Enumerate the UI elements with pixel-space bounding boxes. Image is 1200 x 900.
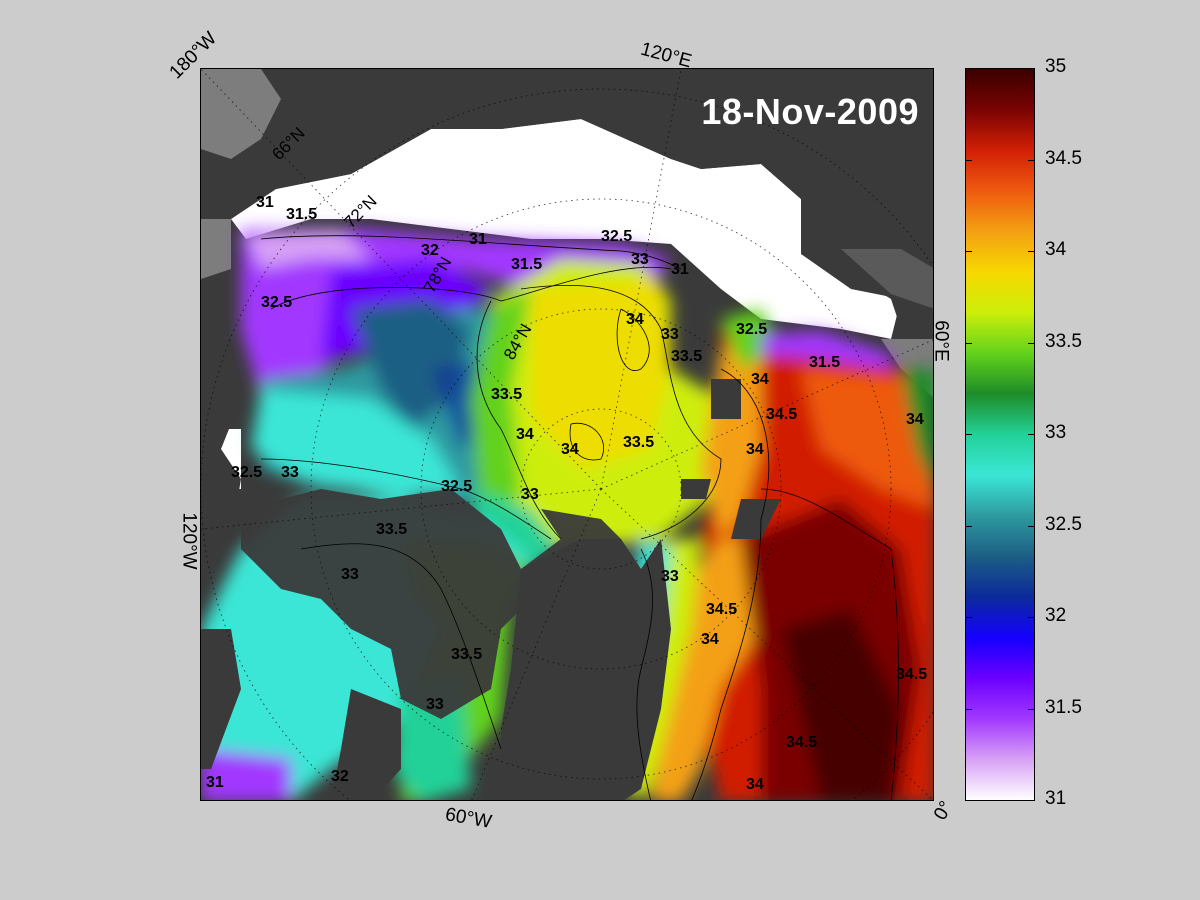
graticule <box>201 69 933 800</box>
contour-label: 31.5 <box>809 354 840 371</box>
contour-label: 33 <box>631 251 649 268</box>
contour-label: 33 <box>521 486 539 503</box>
contour-label: 34.5 <box>896 666 927 683</box>
contour-label: 32.5 <box>231 464 262 481</box>
land-masses <box>201 369 781 800</box>
colorbar-tick-mark <box>1028 525 1035 527</box>
colorbar-tick-mark <box>965 251 972 252</box>
sea-ice <box>231 119 901 339</box>
colorbar-tick-mark <box>1028 434 1035 435</box>
colorbar-tick-label: 35 <box>1045 56 1067 77</box>
contour-label: 33.5 <box>376 521 407 538</box>
contour-label: 34 <box>751 371 769 388</box>
colorbar-tick-label: 33.5 <box>1045 330 1082 352</box>
land-siberia <box>201 69 933 329</box>
contour-label: 33 <box>426 696 444 713</box>
contour-label: 32.5 <box>441 478 472 495</box>
salinity-map: 66°N 72°N 78°N 84°N 31 31.5 31 32 31.5 3… <box>200 68 934 801</box>
contour-label: 33 <box>341 566 359 583</box>
colorbar-tick-mark <box>965 525 972 527</box>
contour-label: 32.5 <box>736 321 767 338</box>
contour-label: 34.5 <box>786 734 817 751</box>
contour-label: 34 <box>626 311 644 328</box>
contour-label: 33.5 <box>491 386 522 403</box>
contour-label: 34.5 <box>706 601 737 618</box>
colorbar-tick-label: 31.5 <box>1045 696 1082 718</box>
colorbar-tick-label: 34.5 <box>1045 147 1082 169</box>
colorbar-tick-mark <box>965 800 972 801</box>
contour-label: 32.5 <box>601 228 632 245</box>
date-label: 18-Nov-2009 <box>701 91 919 132</box>
lon-label-60w: 60°W <box>443 804 494 833</box>
contour-label: 32.5 <box>261 294 292 311</box>
contour-label: 34 <box>906 411 924 428</box>
colorbar-tick-mark <box>1028 617 1035 618</box>
colorbar-tick-mark <box>1028 800 1035 801</box>
colorbar-tick-mark <box>1028 342 1035 344</box>
contour-label: 31 <box>256 194 274 211</box>
contour-label: 33.5 <box>671 348 702 365</box>
contour-label: 33.5 <box>451 646 482 663</box>
colorbar-tick-mark <box>965 342 972 344</box>
colorbar-tick-label: 32.5 <box>1045 513 1082 535</box>
contour-label: 34 <box>701 631 719 648</box>
contour-label: 32 <box>331 768 349 785</box>
land-light-region <box>201 69 281 159</box>
contour-label: 31 <box>206 774 224 791</box>
colorbar-tick-mark <box>965 434 972 435</box>
colorbar-tick-label: 33 <box>1045 422 1067 443</box>
colorbar-tick-mark <box>1028 708 1035 710</box>
lon-label-0: 0° <box>930 797 958 824</box>
contour-labels: 31 31.5 31 32 31.5 32.5 33 31 32.5 34 33… <box>206 194 927 793</box>
contour-label: 33 <box>661 568 679 585</box>
colorbar-tick-mark <box>965 708 972 710</box>
contour-label: 31 <box>671 261 689 278</box>
colorbar-tick-mark <box>1028 251 1035 252</box>
colorbar-tick-mark <box>965 68 972 69</box>
contour-label: 34 <box>746 776 764 793</box>
lon-label-120w: 120°W <box>178 512 200 570</box>
colorbar <box>965 68 1035 801</box>
contour-label: 31 <box>469 231 487 248</box>
contour-label: 34 <box>516 426 534 443</box>
colorbar-tick-label: 34 <box>1045 239 1067 260</box>
colorbar-tick-label: 31 <box>1045 788 1067 809</box>
colorbar-tick-mark <box>965 159 972 161</box>
lon-label-60e: 60°E <box>930 320 952 362</box>
contour-label: 34 <box>746 441 764 458</box>
colorbar-tick-mark <box>1028 159 1035 161</box>
contour-label: 33 <box>661 326 679 343</box>
colorbar-tick-label: 32 <box>1045 605 1067 626</box>
colorbar-tick-mark <box>965 617 972 618</box>
colorbar-tick-mark <box>1028 68 1035 69</box>
contour-label: 33.5 <box>623 434 654 451</box>
map-canvas: 66°N 72°N 78°N 84°N 31 31.5 31 32 31.5 3… <box>201 69 933 800</box>
contour-label: 34.5 <box>766 406 797 423</box>
contour-label: 34 <box>561 441 579 458</box>
contour-label: 33 <box>281 464 299 481</box>
contour-label: 31.5 <box>511 256 542 273</box>
contour-label: 31.5 <box>286 206 317 223</box>
contour-lines <box>260 235 899 800</box>
contour-label: 32 <box>421 242 439 259</box>
